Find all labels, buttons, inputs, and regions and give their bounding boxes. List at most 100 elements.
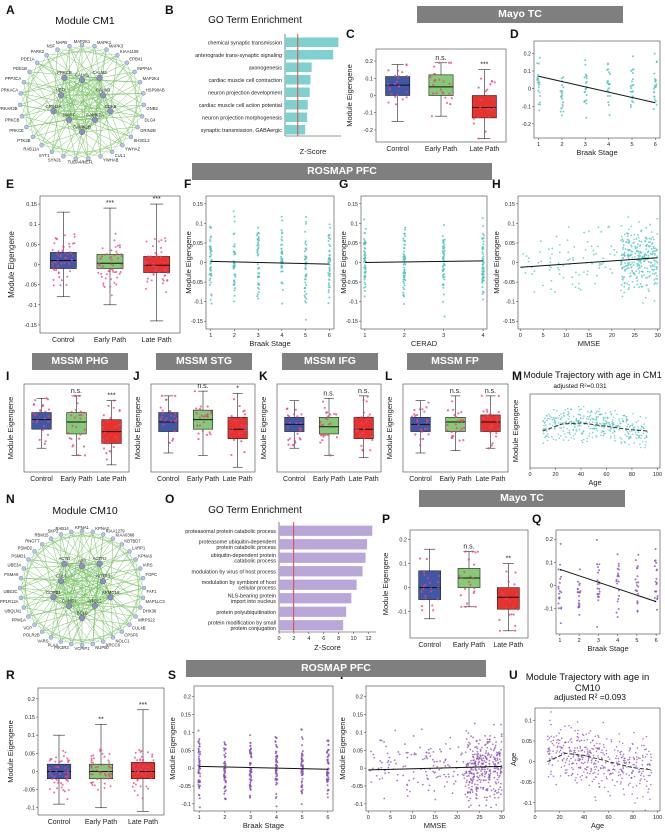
scatter-point — [646, 753, 648, 756]
scatter-point — [573, 246, 576, 248]
box-point — [131, 785, 134, 788]
scatter-point — [601, 764, 604, 767]
scatter-point — [372, 753, 375, 756]
scatter-point — [655, 260, 658, 263]
scatter-point — [545, 424, 547, 426]
scatter-point — [551, 756, 553, 758]
box-point — [517, 608, 520, 611]
scatter-point — [537, 103, 540, 106]
box-point — [450, 97, 453, 100]
box-point — [92, 754, 95, 757]
scatter-point — [462, 761, 465, 763]
scatter-point — [426, 777, 429, 780]
box-point — [473, 587, 476, 590]
cm1-edge — [68, 44, 83, 120]
scatter-point — [223, 762, 226, 765]
scatter-point — [582, 417, 585, 420]
box-point — [54, 236, 57, 239]
box-point — [326, 418, 329, 421]
box-ytick-label: 0.1 — [29, 222, 37, 228]
scatter-point — [432, 764, 435, 767]
go-bar — [279, 566, 363, 577]
scatter-point — [649, 798, 651, 801]
box-category-label: Early Path — [85, 819, 117, 826]
scatter-point — [403, 288, 406, 291]
scatter-point — [326, 792, 329, 795]
cm10-edge — [19, 544, 43, 589]
scatter-point — [558, 244, 561, 246]
scatter-point — [492, 770, 495, 773]
box-point — [489, 413, 492, 416]
box-point — [326, 433, 329, 436]
cm1-edge — [26, 119, 70, 128]
network-cm10: KPNA1 KPNA2KIAA1279KIAA0368KBTBD7LARP1KPN… — [0, 525, 165, 651]
box-point — [422, 437, 425, 441]
cm10-edge — [23, 568, 29, 617]
scatter-point — [386, 761, 389, 764]
box-point — [83, 428, 86, 431]
scatter-point — [442, 274, 445, 277]
scatter-point — [586, 750, 589, 752]
scatter-point — [570, 726, 572, 729]
cm10-hub-label: CAND1 — [62, 598, 77, 603]
cm10-edge — [103, 534, 141, 569]
scatter-point — [562, 264, 565, 267]
scatter-point — [630, 225, 632, 228]
cm1-hub-label: PRKCB — [57, 70, 72, 75]
scatter-ytick-label: 0.05 — [505, 241, 515, 247]
cm10-node-label: PSMD2 — [18, 545, 33, 550]
scatter-point — [564, 433, 566, 435]
scatter-point — [610, 772, 613, 775]
box-point — [496, 418, 499, 421]
panel-b-title: GO Term Enrichment — [208, 15, 302, 26]
cm10-edge — [41, 581, 62, 632]
box-point — [319, 441, 322, 444]
cm10-edge — [34, 551, 83, 619]
box-point — [138, 748, 141, 751]
cm10-node — [32, 622, 37, 627]
scatter-point — [598, 408, 601, 410]
scatter-point — [446, 780, 449, 783]
box-significance: *** — [480, 62, 488, 69]
scatter-point — [304, 241, 307, 244]
box-point — [228, 417, 231, 420]
scatter-point — [550, 735, 552, 738]
scatter-xtick-label: 3 — [597, 638, 600, 644]
scatter-point — [363, 257, 366, 260]
scatter-trend-curve — [542, 422, 648, 432]
scatter-xtick-label: 5 — [630, 142, 633, 148]
scatter-point — [301, 788, 304, 791]
scatter-point — [548, 758, 551, 760]
go-bar — [285, 37, 339, 47]
box-point — [136, 794, 139, 797]
scatter-xtick-label: 30 — [655, 333, 661, 339]
box-point — [454, 430, 458, 433]
box-point — [141, 797, 144, 800]
scatter-point — [610, 245, 613, 248]
scatter-point — [586, 437, 589, 440]
box-point — [286, 426, 290, 429]
scatter-xtick-label: 2 — [233, 333, 236, 339]
scatter-point — [574, 759, 577, 761]
scatter-point — [486, 754, 489, 756]
scatter-point — [655, 581, 658, 584]
box-point — [35, 421, 38, 424]
scatter-point — [628, 436, 630, 439]
scatter-point — [580, 762, 583, 764]
scatter-point — [559, 577, 562, 580]
box-point — [438, 78, 441, 81]
scatter-point — [609, 424, 612, 426]
box-point — [367, 415, 370, 418]
scatter-point — [587, 425, 590, 428]
box-point — [453, 413, 456, 416]
scatter-point — [404, 765, 407, 767]
scatter-point — [637, 236, 640, 239]
cm10-node — [90, 529, 95, 535]
panel-letter-f: F — [184, 177, 192, 191]
box-ytick-label: 0 — [32, 769, 35, 775]
scatter-point — [593, 778, 595, 780]
scatter-point — [582, 405, 585, 408]
scatter-point — [305, 222, 308, 225]
scatter-point — [209, 281, 212, 284]
scatter-point — [593, 744, 596, 747]
